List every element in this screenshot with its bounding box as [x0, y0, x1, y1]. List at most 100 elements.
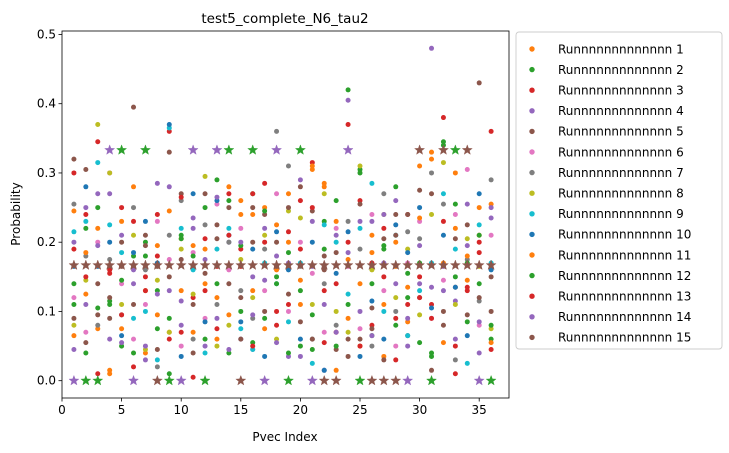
dot-point-series-11	[214, 295, 220, 301]
dot-point-series-1	[226, 184, 232, 190]
dot-point-series-2	[333, 198, 339, 204]
dot-point-series-12	[71, 302, 77, 308]
dot-point-series-7	[190, 336, 196, 342]
dot-point-series-7	[131, 205, 137, 211]
dot-point-series-2	[107, 302, 113, 308]
dot-point-series-11	[417, 215, 423, 221]
dot-point-series-1	[488, 201, 494, 207]
dot-point-series-14	[107, 191, 113, 197]
dot-point-series-4	[274, 253, 280, 259]
dot-point-series-3	[357, 198, 363, 204]
dot-point-series-12	[381, 243, 387, 249]
legend-label: Runnnnnnnnnnnnn 14	[558, 310, 691, 324]
dot-point-series-8	[297, 215, 303, 221]
dot-point-series-4	[178, 322, 184, 328]
dot-point-series-13	[262, 239, 268, 245]
dot-point-series-2	[429, 353, 435, 359]
star-point-group-4	[426, 259, 438, 270]
y-tick-label: 0.4	[37, 97, 56, 111]
dot-point-series-3	[107, 270, 113, 276]
dot-point-series-5	[321, 253, 327, 259]
star-point-group-4	[342, 259, 354, 270]
dot-point-series-9	[476, 222, 482, 228]
dot-point-series-10	[202, 319, 208, 325]
dot-point-series-1	[274, 267, 280, 273]
dot-point-series-1	[95, 326, 101, 332]
dot-point-series-8	[345, 329, 351, 335]
dot-point-series-11	[238, 212, 244, 217]
dot-point-series-15	[345, 353, 351, 359]
dot-point-series-7	[440, 201, 446, 207]
star-point-group-4	[461, 259, 473, 270]
dot-point-series-6	[333, 225, 339, 231]
x-tick-label: 0	[58, 403, 66, 417]
dot-point-series-11	[321, 180, 327, 186]
dot-point-series-9	[440, 191, 446, 197]
dot-point-series-10	[464, 333, 470, 339]
dot-point-series-14	[405, 315, 411, 321]
dot-point-series-7	[333, 322, 339, 328]
dot-point-series-10	[83, 184, 89, 190]
dot-point-series-3	[297, 198, 303, 204]
dot-point-series-10	[131, 250, 137, 256]
dot-point-series-8	[452, 302, 458, 308]
star-point-group-4	[473, 259, 485, 270]
dot-point-series-6	[274, 191, 280, 197]
dot-point-series-13	[381, 274, 387, 280]
dot-point-series-10	[107, 239, 113, 245]
star-point-group-4	[187, 259, 199, 270]
dot-point-series-13	[452, 371, 458, 377]
dot-point-series-12	[476, 232, 482, 238]
dot-point-series-12	[131, 350, 137, 356]
star-point-group-2	[449, 144, 461, 155]
dot-point-series-8	[178, 246, 184, 252]
dot-point-series-9	[154, 357, 160, 363]
dot-point-series-1	[238, 198, 244, 204]
dot-point-series-2	[83, 225, 89, 231]
dot-point-series-9	[142, 308, 148, 314]
star-point-group-4	[151, 259, 163, 270]
dot-point-series-4	[429, 45, 435, 51]
dot-point-series-12	[190, 253, 196, 259]
dot-point-series-6	[190, 250, 196, 256]
dot-point-series-3	[274, 308, 280, 314]
dot-point-series-6	[381, 288, 387, 294]
dot-point-series-3	[476, 239, 482, 245]
dot-point-series-15	[393, 232, 399, 238]
dot-point-series-8	[83, 277, 89, 283]
legend-marker	[529, 314, 535, 320]
dot-point-series-9	[178, 225, 184, 231]
dot-point-series-11	[178, 288, 184, 294]
dot-point-series-3	[488, 128, 494, 134]
star-point-group-4	[104, 259, 116, 270]
dot-point-series-12	[95, 205, 101, 211]
legend-label: Runnnnnnnnnnnnn 1	[558, 42, 684, 56]
dot-point-series-2	[214, 177, 220, 183]
dot-point-series-12	[166, 315, 172, 321]
dot-point-series-3	[250, 191, 256, 197]
dot-point-series-4	[417, 243, 423, 249]
dot-point-series-2	[178, 236, 184, 242]
dot-point-series-10	[190, 191, 196, 197]
dot-point-series-12	[119, 277, 125, 283]
dot-point-series-10	[381, 336, 387, 342]
dot-point-series-5	[142, 232, 148, 238]
dot-point-series-10	[262, 353, 268, 359]
dot-point-series-14	[274, 340, 280, 346]
dot-point-series-11	[166, 208, 172, 214]
dot-point-series-5	[190, 302, 196, 308]
dot-point-series-1	[429, 156, 435, 162]
dot-point-series-5	[488, 274, 494, 280]
dot-point-series-4	[119, 232, 125, 238]
legend-label: Runnnnnnnnnnnnn 3	[558, 84, 684, 98]
dot-point-series-11	[95, 225, 101, 231]
dot-point-series-4	[452, 298, 458, 304]
dot-point-series-12	[226, 198, 232, 204]
dot-point-series-3	[83, 212, 89, 217]
star-point-group-4	[211, 259, 223, 270]
dot-point-series-15	[488, 308, 494, 314]
dot-point-series-7	[83, 253, 89, 259]
dot-point-series-5	[297, 319, 303, 325]
dot-point-series-9	[131, 315, 137, 321]
star-point-group-2	[223, 144, 235, 155]
